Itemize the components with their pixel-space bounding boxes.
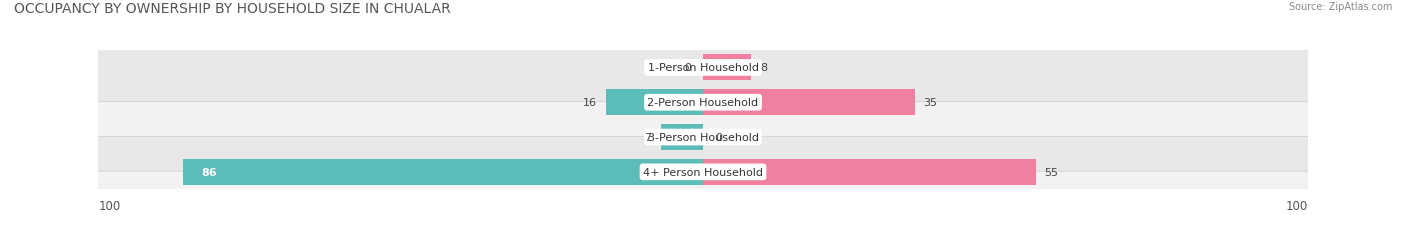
Bar	[703, 55, 751, 81]
Text: OCCUPANCY BY OWNERSHIP BY HOUSEHOLD SIZE IN CHUALAR: OCCUPANCY BY OWNERSHIP BY HOUSEHOLD SIZE…	[14, 2, 451, 16]
Bar	[606, 90, 703, 116]
Text: 3-Person Household: 3-Person Household	[648, 132, 758, 143]
Bar	[661, 125, 703, 150]
Text: 86: 86	[201, 167, 217, 177]
Text: 2-Person Household: 2-Person Household	[647, 98, 759, 108]
FancyBboxPatch shape	[96, 34, 1310, 102]
Text: Source: ZipAtlas.com: Source: ZipAtlas.com	[1288, 2, 1392, 12]
Text: 0: 0	[683, 63, 690, 73]
Text: 7: 7	[644, 132, 651, 143]
FancyBboxPatch shape	[96, 103, 1310, 171]
Text: 8: 8	[761, 63, 768, 73]
Bar	[183, 159, 703, 185]
Text: 100: 100	[1285, 199, 1308, 212]
Text: 35: 35	[924, 98, 938, 108]
Text: 55: 55	[1045, 167, 1059, 177]
Text: 16: 16	[583, 98, 598, 108]
Bar	[703, 159, 1035, 185]
FancyBboxPatch shape	[96, 69, 1310, 137]
Text: 100: 100	[98, 199, 121, 212]
Text: 1-Person Household: 1-Person Household	[648, 63, 758, 73]
FancyBboxPatch shape	[96, 138, 1310, 206]
Text: 0: 0	[716, 132, 723, 143]
Text: 4+ Person Household: 4+ Person Household	[643, 167, 763, 177]
Bar	[703, 90, 915, 116]
